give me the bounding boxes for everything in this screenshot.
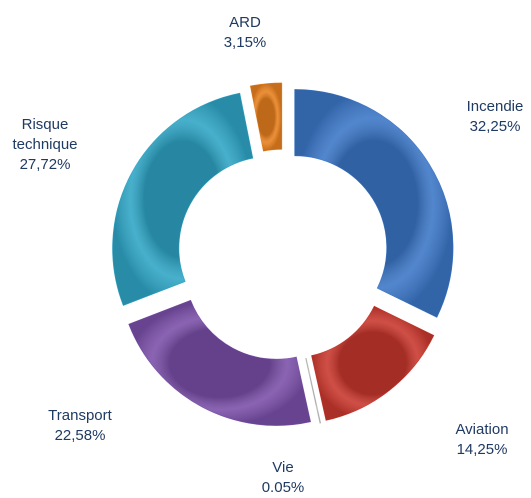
slice-label: Incendie 32,25% bbox=[447, 97, 531, 137]
value-label: 14,25% bbox=[456, 441, 508, 458]
value-label: 27,72% bbox=[19, 156, 71, 173]
donut-slice bbox=[311, 305, 435, 421]
category-label: Vie bbox=[272, 459, 294, 476]
category-label: Risque technique bbox=[12, 116, 78, 153]
value-label: 0.05% bbox=[261, 479, 305, 496]
category-label: Incendie bbox=[466, 98, 524, 115]
slice-label: ARD 3,15% bbox=[197, 13, 293, 53]
value-label: 3,15% bbox=[223, 34, 267, 51]
slice-label: Aviation 14,25% bbox=[434, 420, 530, 460]
category-label: ARD bbox=[229, 14, 261, 31]
value-label: 22,58% bbox=[54, 427, 106, 444]
donut-slice bbox=[112, 92, 254, 306]
donut-slice bbox=[128, 299, 311, 426]
slice-label: Vie 0.05% bbox=[235, 458, 331, 498]
slice-label: Transport 22,58% bbox=[32, 406, 128, 446]
donut-slice bbox=[294, 89, 454, 318]
slice-label: Risque technique 27,72% bbox=[0, 115, 93, 175]
value-label: 32,25% bbox=[469, 118, 521, 135]
category-label: Aviation bbox=[455, 421, 509, 438]
donut-slice bbox=[249, 82, 283, 152]
category-label: Transport bbox=[48, 407, 112, 424]
